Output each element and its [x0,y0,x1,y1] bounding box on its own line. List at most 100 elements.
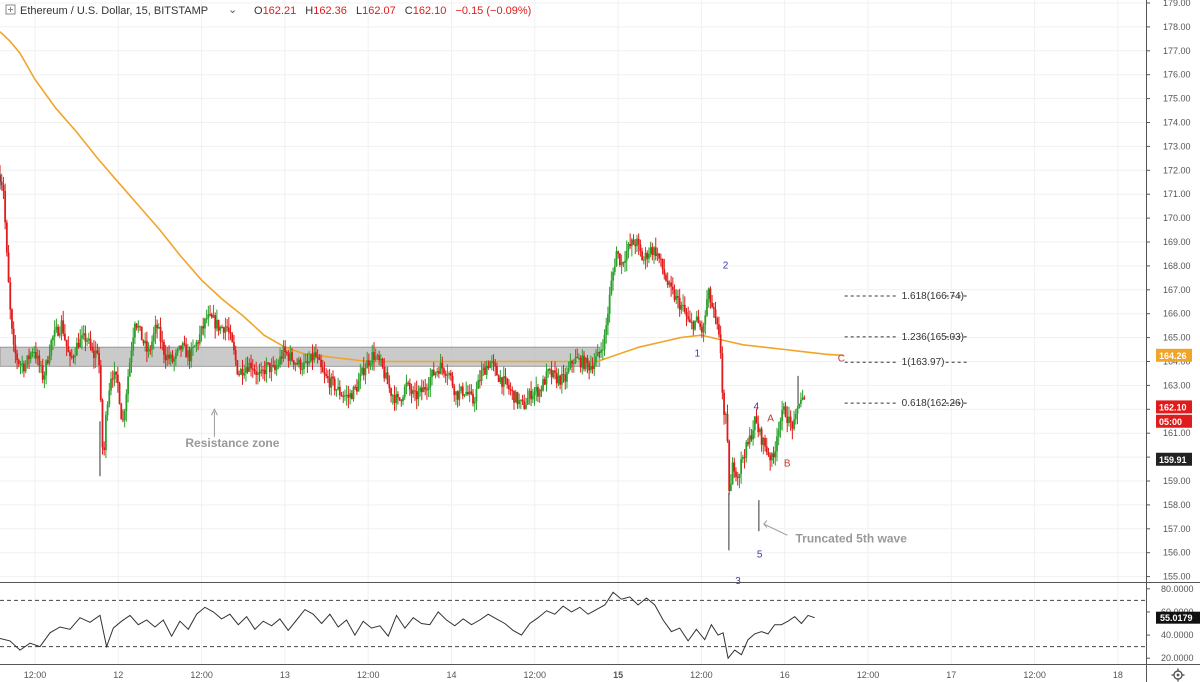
candle-body [393,395,396,404]
candle-body [757,423,760,433]
candle-body [156,324,159,329]
candle-body [210,314,213,318]
candle-body [301,368,304,370]
candle-body [793,419,795,429]
candle-body [762,437,765,445]
candle-body [72,356,75,358]
fib-label: 0.618(162.26) [902,398,964,409]
candle-body [627,244,630,251]
y-tick-label: 158.00 [1163,500,1191,510]
ohlc-h-label: H [305,5,313,17]
wave-label: 2 [723,260,729,271]
candle-body [294,363,297,365]
ohlc-c-value: 162.10 [413,5,447,17]
candle-body [193,345,196,347]
candle-body [202,326,205,329]
candle-body [677,295,679,298]
wave-label: 3 [735,576,741,587]
candle-body [313,352,316,361]
candle-body [31,352,34,354]
candle-body [617,251,620,254]
x-tick-label: 17 [946,670,956,680]
chevron-down-icon[interactable]: ⌄ [228,4,237,16]
candle-body [729,484,732,492]
price-badge [1156,452,1192,466]
collapse-toggle-icon[interactable] [5,4,16,15]
annotation-resistance-zone: Resistance zone [185,436,279,450]
candle-body [528,390,531,399]
candle-body [716,318,719,325]
candle-body [748,435,751,445]
candle-body [489,361,492,369]
candle-body [263,369,266,375]
candle-body [446,374,449,376]
price-badge-label: 159.91 [1159,455,1187,465]
candle-body [692,321,695,330]
symbol-title[interactable]: Ethereum / U.S. Dollar, 15, BITSTAMP [20,5,208,17]
candle-body [274,365,276,371]
candle-body [152,333,155,342]
candle-body [578,357,580,359]
candle-body [455,391,457,395]
candle-body [625,250,628,261]
candle-body [128,362,131,377]
candle-body [690,321,693,323]
candle-body [576,357,579,359]
candle-body [106,404,109,416]
y-tick-label: 168.00 [1163,261,1191,271]
candle-body [268,362,271,373]
candle-body [91,347,94,351]
candle-body [600,350,603,353]
ohlc-l-label: L [356,5,362,17]
candle-body [478,380,481,382]
y-tick-label: 156.00 [1163,548,1191,558]
candle-body [436,371,439,373]
candle-body [784,406,787,417]
candle-body [81,335,83,339]
candle-body [123,410,126,421]
candle-body [75,342,78,356]
candle-body [412,390,415,394]
candle-body [519,399,522,401]
candle-body [356,387,358,392]
candle-body [595,356,597,363]
candle-body [381,358,384,368]
candle-body [721,353,724,393]
candle-body [297,359,300,365]
candle-body [38,355,41,366]
candle-body [260,369,263,374]
candle-body [659,258,662,260]
candle-body [694,320,696,330]
candle-body [308,361,310,364]
candle-body [234,349,237,361]
candle-body [801,397,804,400]
candle-body [776,436,778,452]
candle-body [736,476,739,478]
candle-body [658,253,661,259]
truncated-arrow-head [763,520,768,528]
candle-body [395,394,398,404]
candle-body [415,391,418,400]
candle-body [420,387,423,393]
candle-body [407,382,410,384]
candle-body [463,394,466,396]
wave-label: 1 [694,349,700,360]
candle-body [282,346,285,359]
fib-levels: 1.618(166.74) 1.236(165.03) 1(163.97) 0.618… [844,291,967,409]
candle-body [733,462,736,472]
candle-body [304,361,307,363]
candle-body [709,288,712,303]
wave-label: C [838,354,845,365]
candle-body [64,333,66,340]
candle-body [333,378,336,391]
candle-body [374,356,377,360]
candle-body [714,309,717,319]
candle-body [376,355,379,357]
candle-body [545,371,548,385]
candle-body [764,437,766,447]
gear-icon[interactable] [1171,668,1185,682]
candle-body [291,352,293,361]
candle-body [284,346,287,353]
price-badge [1156,400,1192,414]
candle-body [212,315,215,318]
